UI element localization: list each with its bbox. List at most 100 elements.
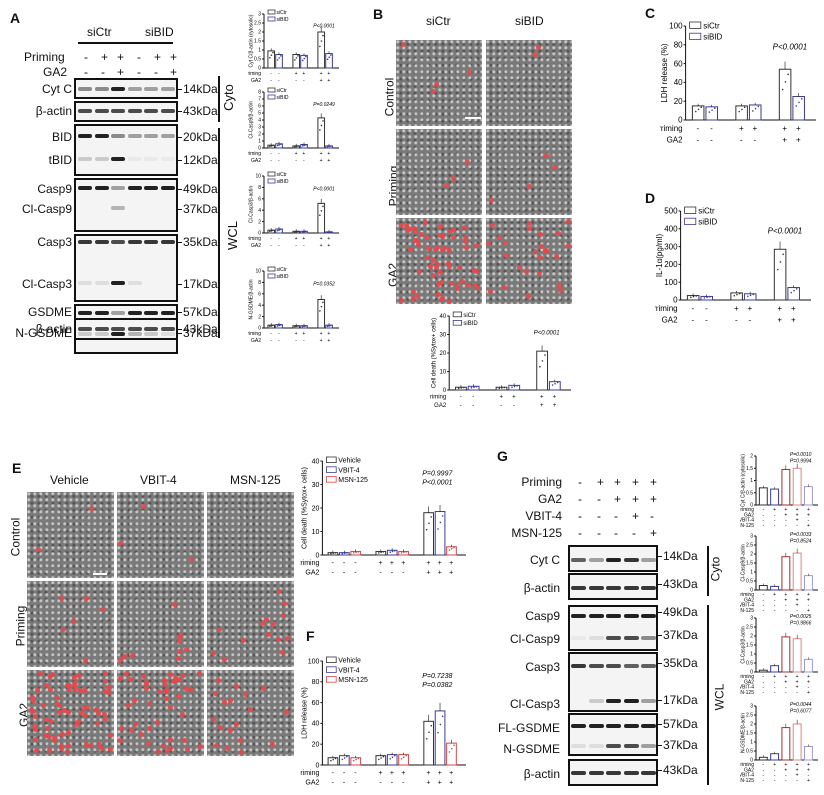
- svg-text:-: -: [785, 690, 787, 696]
- svg-text:+: +: [796, 592, 799, 598]
- blot-label: Casp9: [37, 182, 72, 196]
- protein-band: [144, 186, 158, 190]
- svg-text:20: 20: [674, 97, 683, 106]
- panel-letter: C: [645, 5, 656, 21]
- svg-text:+: +: [320, 78, 323, 84]
- protein-band: [127, 109, 142, 113]
- svg-text:+: +: [553, 394, 557, 400]
- svg-text:4: 4: [258, 118, 261, 124]
- panel-letter: F: [306, 628, 315, 644]
- kda-marker: 14kDa: [178, 82, 218, 96]
- svg-text:-: -: [762, 690, 764, 696]
- svg-text:+: +: [378, 770, 382, 777]
- svg-text:Cl-Casp3/β-actin: Cl-Casp3/β-actin: [249, 186, 255, 224]
- fraction-bracket: [707, 546, 709, 596]
- svg-text:+: +: [807, 523, 810, 529]
- svg-text:-: -: [785, 778, 787, 784]
- svg-text:0.5: 0.5: [254, 57, 261, 63]
- svg-text:siCtr: siCtr: [277, 10, 288, 16]
- svg-text:GA2: GA2: [744, 597, 754, 603]
- western-blot: [568, 713, 658, 756]
- svg-text:-: -: [808, 685, 810, 691]
- svg-text:MSN-125: MSN-125: [740, 690, 754, 696]
- svg-text:+: +: [784, 762, 787, 768]
- svg-text:+: +: [327, 331, 330, 337]
- svg-text:+: +: [782, 135, 787, 144]
- micrograph: [486, 40, 572, 126]
- svg-text:+: +: [773, 507, 776, 513]
- protein-band: [160, 157, 175, 161]
- protein-band: [571, 558, 586, 562]
- svg-text:-: -: [295, 338, 297, 344]
- chart-g4: 0 0.5 1 1.5 2 2.5 3 N-GSDME/β-actin P=0.0044 P=0.…: [740, 700, 822, 790]
- svg-text:-: -: [705, 315, 708, 324]
- svg-text:+: +: [327, 151, 330, 157]
- svg-text:P=0.7238: P=0.7238: [422, 673, 452, 680]
- svg-text:siBID: siBID: [703, 33, 722, 42]
- svg-text:-: -: [774, 523, 776, 529]
- svg-text:siBID: siBID: [463, 321, 478, 327]
- protein-band: [127, 240, 142, 244]
- micrograph: [27, 581, 114, 667]
- svg-text:-: -: [774, 685, 776, 691]
- svg-text:GA2: GA2: [744, 679, 754, 685]
- svg-text:VBIT-4: VBIT-4: [740, 685, 754, 691]
- svg-text:30: 30: [440, 333, 447, 339]
- svg-text:-: -: [774, 512, 776, 518]
- svg-text:-: -: [762, 523, 764, 529]
- svg-text:+: +: [390, 770, 394, 777]
- micrograph: [486, 129, 572, 215]
- svg-text:4: 4: [258, 208, 261, 214]
- svg-text:+: +: [784, 674, 787, 680]
- svg-text:P<0.0001: P<0.0001: [313, 186, 335, 192]
- svg-text:10: 10: [255, 269, 261, 275]
- protein-band: [127, 327, 142, 331]
- svg-text:+: +: [390, 560, 394, 567]
- svg-text:-: -: [295, 243, 297, 249]
- protein-band: [144, 332, 158, 336]
- condition-label: GA2: [43, 65, 68, 79]
- protein-band: [111, 109, 125, 113]
- svg-text:MSN-125: MSN-125: [338, 677, 368, 684]
- protein-band: [641, 558, 656, 562]
- svg-text:LDH release (%): LDH release (%): [660, 43, 669, 102]
- svg-text:10: 10: [255, 174, 261, 180]
- svg-text:P<0.0001: P<0.0001: [768, 226, 802, 235]
- protein-band: [571, 724, 586, 728]
- svg-text:-: -: [762, 674, 764, 680]
- condition-sign: -: [84, 50, 88, 64]
- svg-text:siBID: siBID: [277, 95, 289, 101]
- svg-text:-: -: [705, 304, 708, 313]
- svg-text:-: -: [785, 773, 787, 779]
- blot-label: N-GSDME: [503, 742, 560, 756]
- svg-text:Vehicle: Vehicle: [338, 458, 361, 465]
- svg-text:Priming: Priming: [248, 331, 261, 337]
- svg-text:-: -: [331, 780, 334, 787]
- svg-text:-: -: [740, 135, 743, 144]
- blot-label: Casp3: [37, 235, 72, 249]
- condition-sign: -: [154, 65, 158, 79]
- svg-text:Priming: Priming: [248, 71, 261, 77]
- condition-sign: +: [170, 50, 178, 64]
- svg-text:MSN-125: MSN-125: [338, 477, 368, 484]
- svg-text:1: 1: [258, 139, 261, 145]
- scale-bar: [93, 573, 107, 575]
- protein-band: [111, 186, 125, 190]
- svg-text:40: 40: [440, 314, 447, 320]
- fraction-label-wcl: WCL: [712, 683, 727, 711]
- svg-text:+: +: [438, 780, 442, 787]
- svg-text:0.5: 0.5: [746, 490, 753, 496]
- svg-text:40: 40: [674, 78, 683, 87]
- micrograph: [207, 581, 294, 667]
- svg-text:0: 0: [443, 388, 447, 394]
- condition-sign: -: [597, 492, 601, 506]
- protein-band: [78, 327, 92, 331]
- svg-text:P=0.9994: P=0.9994: [790, 459, 812, 465]
- svg-text:-: -: [762, 778, 764, 784]
- svg-text:-: -: [278, 78, 280, 84]
- micrograph: [396, 40, 482, 126]
- svg-text:-: -: [402, 570, 405, 577]
- svg-text:-: -: [295, 158, 297, 164]
- svg-text:+: +: [320, 151, 323, 157]
- svg-text:P<0.0001: P<0.0001: [534, 331, 560, 337]
